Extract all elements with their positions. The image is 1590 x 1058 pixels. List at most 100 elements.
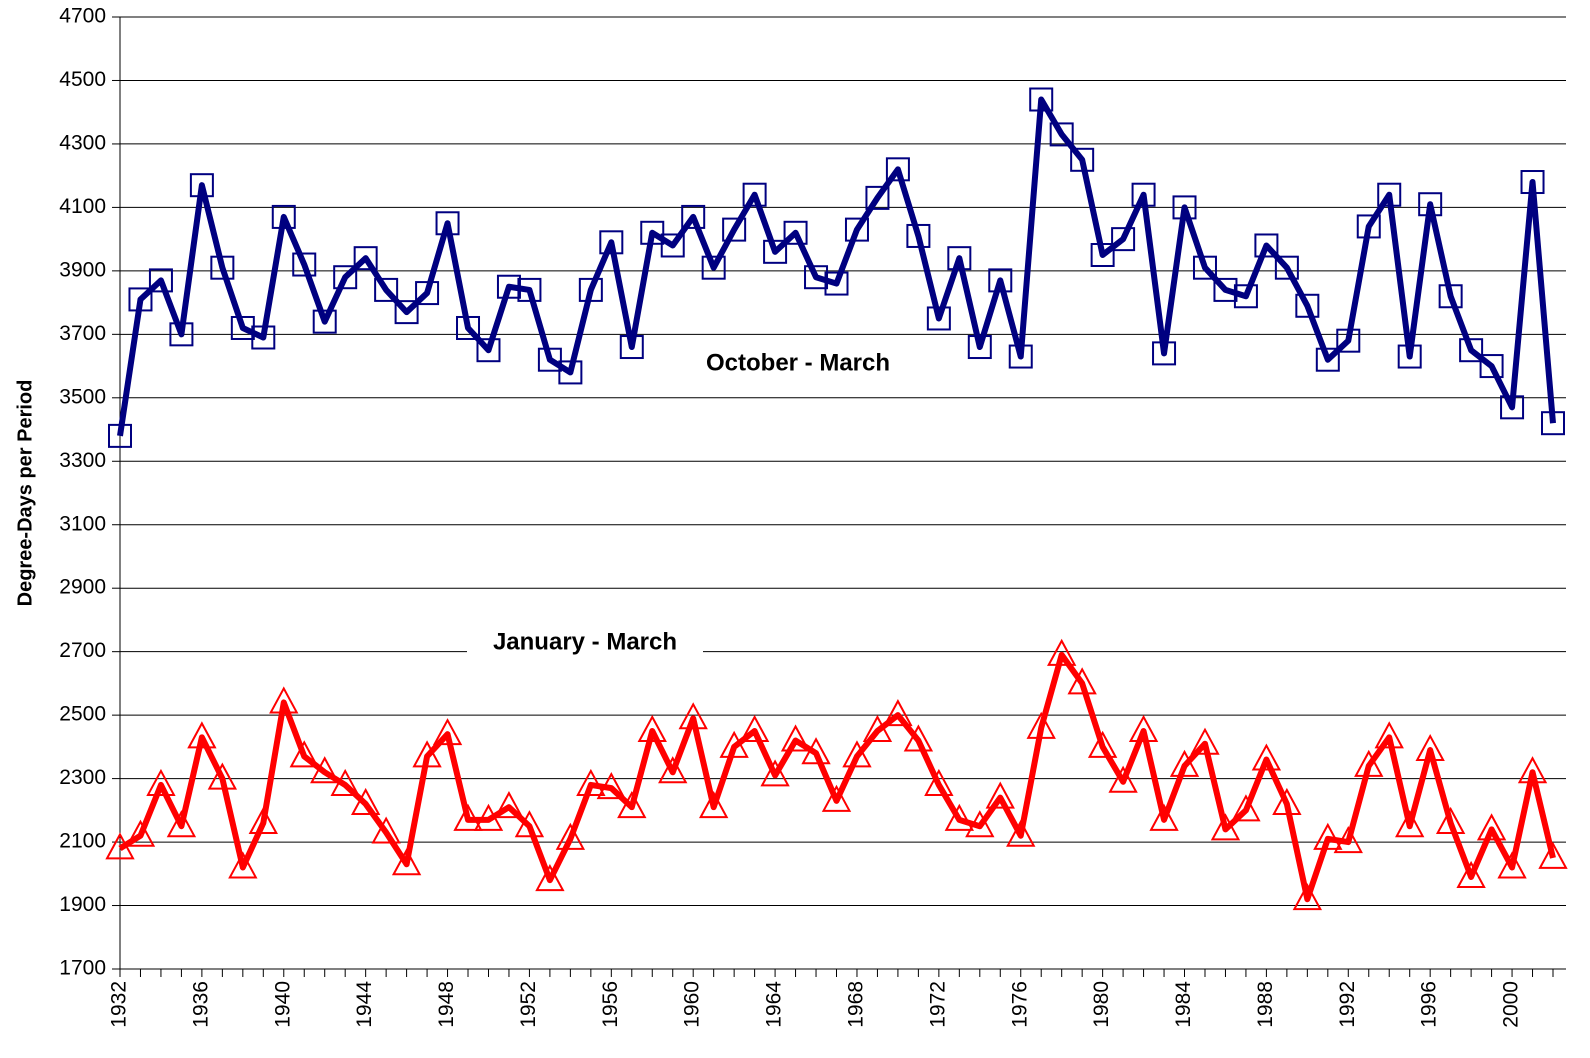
- marker: [906, 223, 931, 248]
- x-tick-label: 1972: [926, 981, 949, 1028]
- x-tick-label: 1932: [108, 981, 131, 1028]
- marker: [1213, 277, 1238, 302]
- marker: [985, 781, 1015, 809]
- marker: [1459, 338, 1484, 363]
- marker: [1295, 293, 1320, 318]
- marker: [169, 322, 194, 347]
- marker: [310, 756, 340, 784]
- x-tick-label: 1952: [517, 981, 540, 1028]
- marker: [210, 255, 235, 280]
- marker: [783, 220, 808, 245]
- series-label: January - March: [493, 628, 677, 655]
- marker: [1006, 819, 1036, 847]
- marker: [537, 347, 562, 372]
- marker: [1026, 711, 1056, 739]
- marker: [1476, 813, 1507, 841]
- marker: [394, 300, 419, 325]
- marker: [353, 246, 378, 271]
- marker: [576, 768, 606, 796]
- marker: [1336, 328, 1361, 353]
- marker: [596, 772, 626, 800]
- marker: [883, 699, 913, 727]
- marker: [885, 157, 910, 182]
- marker: [1456, 860, 1486, 888]
- marker: [1497, 851, 1527, 879]
- x-tick-label: 1984: [1172, 981, 1195, 1028]
- y-tick-label: 3500: [59, 385, 106, 408]
- marker: [453, 803, 483, 831]
- marker: [1541, 411, 1565, 436]
- marker: [1233, 284, 1258, 309]
- marker: [1047, 638, 1077, 666]
- marker: [1415, 733, 1445, 762]
- marker: [1049, 122, 1074, 147]
- marker: [514, 810, 545, 838]
- marker: [739, 714, 770, 742]
- marker: [1190, 727, 1220, 755]
- marker: [658, 756, 688, 784]
- marker: [251, 325, 276, 350]
- y-tick-label: 3700: [59, 322, 106, 345]
- x-tick-label: 1988: [1254, 981, 1277, 1028]
- marker: [1333, 825, 1363, 854]
- marker: [1500, 395, 1525, 420]
- marker: [681, 204, 706, 229]
- y-tick-label: 3300: [59, 449, 106, 472]
- x-tick-label: 2000: [1500, 981, 1523, 1028]
- marker: [742, 182, 767, 207]
- marker: [1254, 233, 1279, 258]
- marker: [617, 791, 647, 819]
- x-tick-label: 1960: [681, 981, 704, 1028]
- marker: [821, 784, 852, 812]
- marker: [1029, 87, 1054, 112]
- marker: [456, 315, 481, 340]
- marker: [496, 274, 521, 299]
- y-tick-label: 4500: [59, 68, 106, 91]
- marker: [719, 730, 749, 758]
- marker: [842, 740, 872, 768]
- y-tick-label: 2300: [59, 766, 106, 789]
- marker: [660, 233, 685, 258]
- marker: [269, 686, 299, 714]
- marker: [1517, 756, 1548, 784]
- x-tick-label: 1964: [763, 981, 786, 1028]
- marker: [435, 211, 460, 236]
- marker: [1313, 822, 1343, 850]
- marker: [350, 787, 381, 815]
- marker: [148, 268, 173, 293]
- y-axis-label: Degree-Days per Period: [14, 380, 36, 607]
- marker: [763, 239, 788, 264]
- marker: [1292, 883, 1323, 911]
- marker: [1128, 714, 1159, 742]
- marker: [678, 702, 708, 730]
- marker: [599, 230, 624, 255]
- marker: [1374, 721, 1404, 749]
- marker: [1438, 284, 1463, 309]
- marker: [619, 335, 644, 360]
- marker: [517, 277, 542, 302]
- marker: [801, 737, 831, 765]
- marker: [640, 220, 665, 245]
- marker: [371, 816, 401, 844]
- x-tick-label: 1940: [271, 981, 294, 1028]
- marker: [494, 791, 524, 819]
- marker: [1435, 806, 1466, 835]
- marker: [1172, 195, 1197, 220]
- marker: [804, 265, 829, 290]
- marker: [1090, 243, 1115, 267]
- marker: [1152, 341, 1177, 366]
- marker: [558, 360, 583, 385]
- series-line: [118, 651, 1556, 903]
- marker: [965, 810, 995, 838]
- marker: [947, 246, 972, 271]
- marker: [1354, 749, 1384, 777]
- marker: [701, 255, 726, 280]
- y-tick-label: 4300: [59, 131, 106, 154]
- marker: [166, 810, 197, 838]
- marker: [312, 309, 337, 334]
- marker: [415, 281, 440, 306]
- y-tick-label: 4700: [59, 5, 106, 28]
- marker: [967, 335, 992, 360]
- marker: [207, 762, 238, 790]
